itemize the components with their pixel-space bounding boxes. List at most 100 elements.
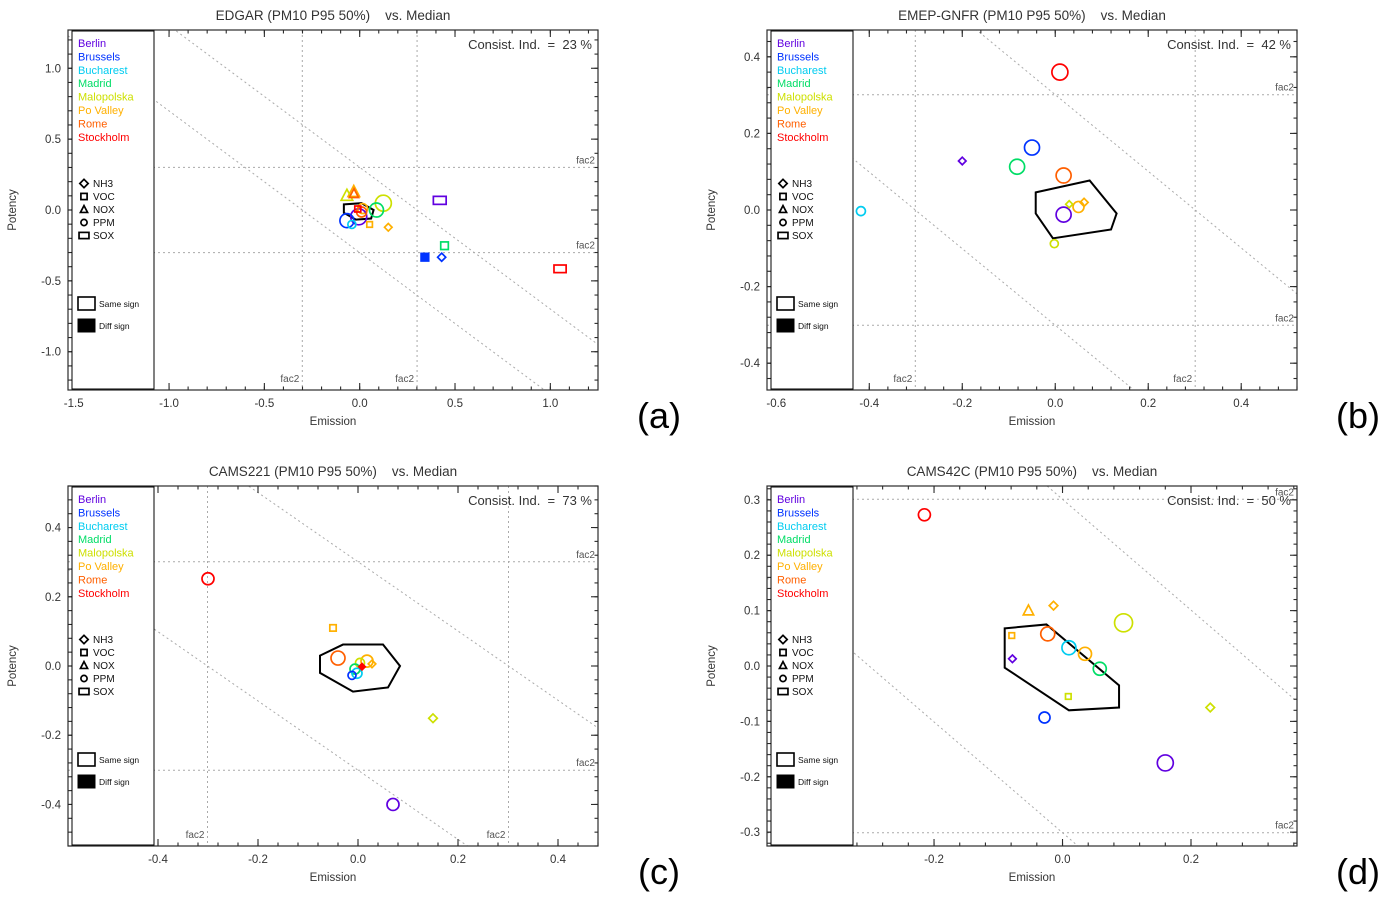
legend-city-stockholm: Stockholm [78, 132, 129, 144]
point-bucharest-ppm [347, 219, 357, 230]
point-po-valley-nh3 [1047, 600, 1060, 612]
point-po-valley-ppm [1077, 646, 1093, 662]
fac2-diagonal-line [174, 30, 598, 345]
panel-label: (d) [1336, 851, 1380, 892]
y-tick-label: -0.5 [41, 276, 61, 288]
legend-city-malopolska: Malopolska [78, 92, 135, 104]
y-tick-label: 0.4 [45, 523, 62, 535]
y-tick-label: -0.2 [740, 772, 760, 784]
x-tick-label: 0.5 [447, 398, 463, 410]
point-madrid-ppm [1092, 661, 1108, 677]
y-tick-label: 0.0 [45, 205, 61, 217]
same-sign-label: Same sign [99, 755, 139, 765]
legend-pollutant-ppm: PPM [93, 218, 115, 229]
legend-pollutant-nh3: NH3 [792, 635, 812, 646]
y-tick-label: 0.2 [744, 550, 760, 562]
consistency-hull [1003, 623, 1121, 712]
x-tick-label: 0.2 [450, 854, 466, 866]
legend-nox-icon [778, 659, 788, 670]
fac2-label: fac2 [1275, 487, 1294, 498]
legend-city-brussels: Brussels [78, 507, 121, 519]
point-madrid-ppm [1008, 158, 1026, 176]
x-tick-label: 0.2 [1140, 398, 1156, 410]
same-sign-label: Same sign [798, 299, 838, 309]
point-rome-nox [347, 186, 360, 199]
plot-title: EDGAR (PM10 P95 50%) vs. Median [216, 8, 451, 23]
legend-city-malopolska: Malopolska [78, 548, 135, 560]
point-berlin-ppm [386, 797, 400, 812]
y-axis-title: Potency [7, 645, 19, 687]
legend-city-berlin: Berlin [78, 494, 106, 506]
diff-sign-swatch [77, 774, 96, 789]
scatter-plot-d: fac2 fac2 -0.2 0.0 0.2 -0.3 -0.2 -0.1 0.0 0.1 0.2 0… [706, 464, 1380, 892]
legend-pollutant-nox: NOX [93, 661, 115, 672]
panel-c: fac2 fac2 fac2 fac2 -0.4 -0.2 0.0 0.2 0.4 -0.4 -0.… [0, 456, 699, 913]
legend-city-stockholm: Stockholm [777, 132, 828, 144]
point-stockholm-ppm [1051, 63, 1069, 81]
legend-pollutant-nh3: NH3 [93, 635, 113, 646]
point-po-valley-voc [365, 220, 374, 229]
legend-city-malopolska: Malopolska [777, 92, 834, 104]
legend-city-malopolska: Malopolska [777, 548, 834, 560]
diff-sign-label: Diff sign [798, 321, 829, 331]
same-sign-swatch [77, 752, 96, 767]
consistency-index: Consist. Ind. = 50 % [1167, 493, 1291, 508]
panel-label: (c) [638, 851, 680, 892]
panel-a: fac2 fac2 fac2 fac2 -1.5 -1.0 -0.5 0.0 0.5 1.0 -1.… [0, 0, 699, 456]
legend-city-berlin: Berlin [78, 38, 106, 50]
y-tick-label: -0.1 [740, 716, 760, 728]
x-tick-label: 0.4 [550, 854, 567, 866]
x-axis-title: Emission [310, 416, 357, 428]
legend-city-po-valley: Po Valley [777, 561, 823, 573]
legend-voc-icon [779, 648, 787, 657]
legend-pollutant-nh3: NH3 [93, 179, 113, 190]
fac2-diagonal-line [68, 35, 546, 390]
legend-city-bucharest: Bucharest [777, 65, 827, 77]
x-axis-title: Emission [1009, 416, 1056, 428]
y-tick-label: -0.2 [740, 282, 760, 294]
legend-city-po-valley: Po Valley [777, 105, 823, 117]
consistency-hull [319, 643, 402, 693]
legend-nh3-icon [78, 178, 90, 189]
point-madrid-ppm [368, 202, 385, 218]
fac2-label: fac2 [1275, 83, 1294, 94]
legend-voc-icon [80, 192, 88, 201]
legend-pollutant-nox: NOX [792, 205, 814, 216]
x-tick-label: -0.6 [766, 398, 786, 410]
fac2-label: fac2 [1275, 313, 1294, 324]
x-tick-label: -0.5 [254, 398, 274, 410]
point-po-valley-ppm [1072, 200, 1085, 214]
diff-sign-label: Diff sign [798, 777, 829, 787]
scatter-plot-b: fac2 fac2 fac2 fac2 -0.6 -0.4 -0.2 0.0 0.2 0.4 -0.… [706, 8, 1380, 436]
y-tick-label: 0.2 [45, 592, 61, 604]
legend-nox-icon [79, 659, 89, 670]
diff-sign-swatch [776, 318, 795, 333]
panel-b: fac2 fac2 fac2 fac2 -0.6 -0.4 -0.2 0.0 0.2 0.4 -0.… [699, 0, 1398, 456]
point-berlin-ppm [1156, 754, 1175, 772]
point-rome-ppm [1055, 167, 1072, 184]
legend-nox-icon [79, 203, 89, 214]
y-tick-label: 0.0 [744, 205, 760, 217]
y-tick-label: 1.0 [45, 63, 61, 75]
point-malopolska-nox [339, 187, 355, 202]
legend-ppm-icon [80, 218, 88, 227]
consistency-index: Consist. Ind. = 23 % [468, 37, 592, 52]
legend-ppm-icon [779, 218, 787, 227]
fac2-diagonal-line [767, 577, 1079, 846]
y-axis-title: Potency [706, 645, 718, 687]
legend-pollutant-ppm: PPM [792, 218, 814, 229]
legend-pollutant-voc: VOC [792, 192, 814, 203]
consistency-index: Consist. Ind. = 73 % [468, 493, 592, 508]
fac2-label: fac2 [576, 155, 595, 166]
point-brussels-ppm [1038, 711, 1051, 724]
legend-sox-icon [777, 231, 789, 240]
legend-city-rome: Rome [777, 574, 806, 586]
point-po-valley-nox [346, 183, 361, 198]
y-tick-label: 0.0 [744, 661, 760, 673]
point-brussels-ppm [347, 670, 357, 681]
legend-city-rome: Rome [78, 118, 107, 130]
legend-city-rome: Rome [777, 118, 806, 130]
y-tick-label: -0.4 [41, 799, 61, 811]
point-berlin-sox [432, 195, 448, 206]
legend-nh3-icon [777, 634, 789, 645]
